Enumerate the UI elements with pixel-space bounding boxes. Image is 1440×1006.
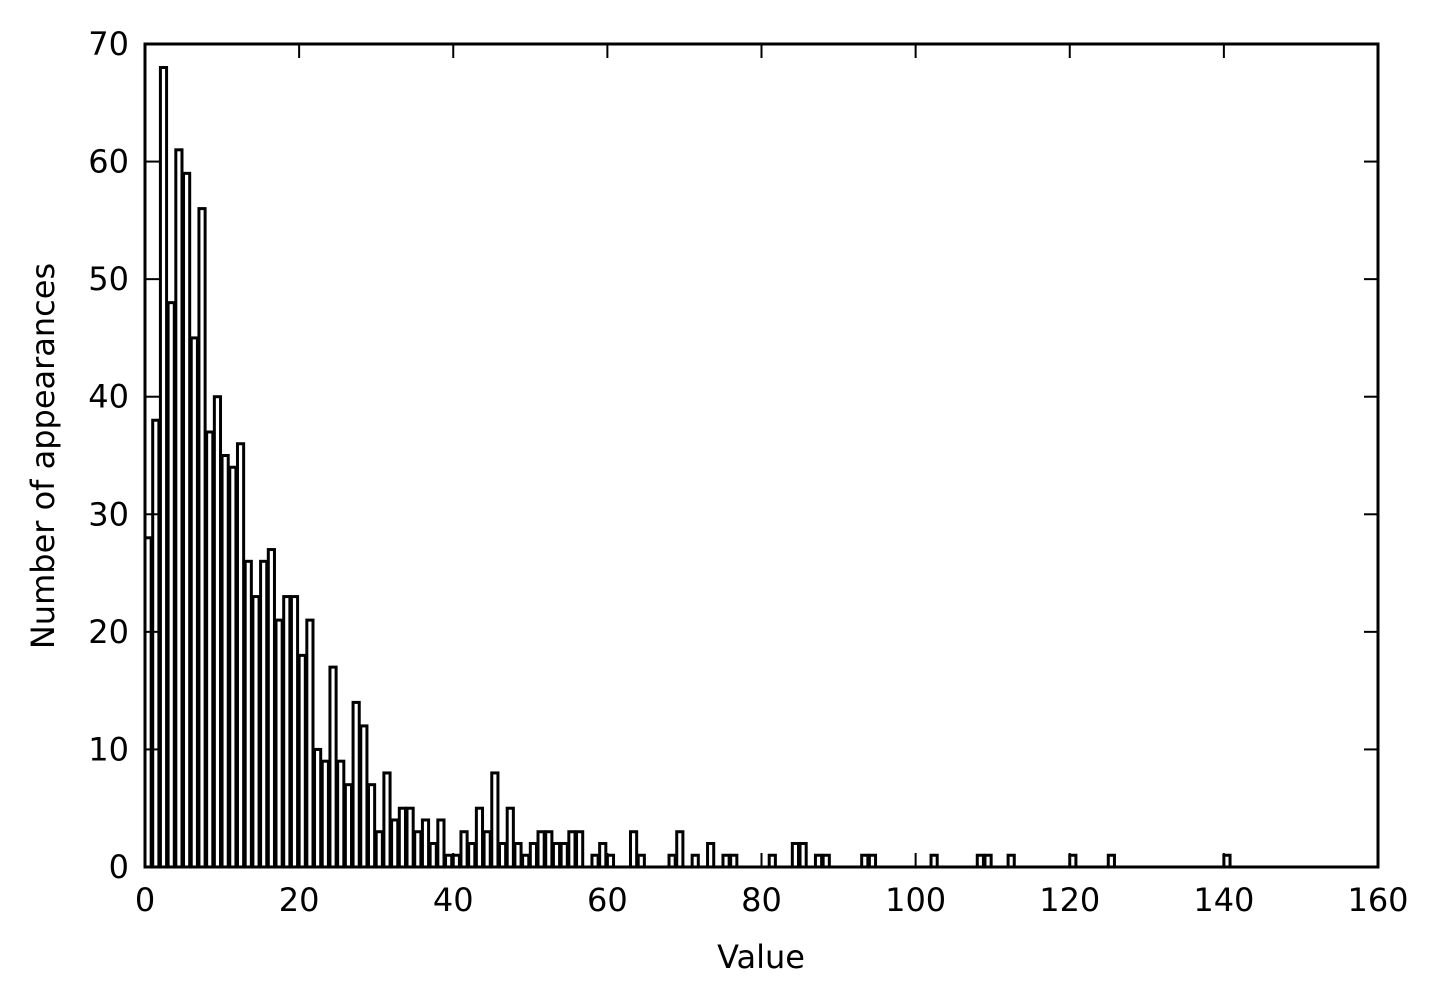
x-tick-label: 60 — [587, 881, 628, 919]
bar — [590, 853, 600, 869]
bar — [274, 618, 284, 869]
bar — [521, 853, 531, 869]
bar — [420, 818, 431, 869]
bar — [182, 171, 192, 869]
bar — [482, 830, 492, 869]
y-tick-label: 10 — [88, 730, 129, 768]
bar — [259, 559, 269, 869]
bar — [382, 771, 392, 869]
bar — [351, 700, 361, 869]
bar — [413, 830, 423, 869]
bar — [397, 806, 407, 869]
bar — [798, 841, 808, 869]
x-tick-label: 40 — [433, 881, 474, 919]
bar — [467, 841, 477, 869]
y-tick-label: 50 — [88, 260, 129, 298]
x-tick-label: 80 — [741, 881, 782, 919]
bar — [536, 830, 546, 869]
bar — [490, 771, 500, 869]
bar — [297, 653, 307, 869]
bar — [174, 148, 184, 869]
bar — [729, 853, 739, 869]
bar — [189, 336, 199, 869]
bar — [305, 618, 315, 869]
x-tick-label: 160 — [1347, 881, 1408, 919]
bar — [544, 830, 554, 869]
bar — [474, 806, 485, 869]
y-tick-label: 30 — [88, 495, 129, 533]
bar — [212, 395, 223, 869]
bar — [1106, 853, 1116, 869]
bar — [374, 830, 384, 869]
bar — [313, 747, 323, 869]
bar — [235, 442, 246, 869]
x-tick-label: 140 — [1193, 881, 1254, 919]
bar — [366, 783, 377, 869]
x-tick-label: 100 — [885, 881, 946, 919]
bar — [243, 559, 253, 869]
bar — [636, 853, 646, 869]
bar — [444, 853, 454, 869]
bar — [513, 841, 523, 869]
bar — [598, 841, 608, 869]
bar — [205, 430, 215, 869]
y-tick-label: 20 — [88, 613, 129, 651]
bar — [266, 548, 276, 869]
y-axis-label: Number of appearances — [24, 263, 62, 649]
bar — [721, 853, 731, 869]
bar — [428, 841, 438, 869]
bar — [767, 853, 777, 869]
bar — [528, 841, 538, 869]
bar — [158, 66, 169, 869]
bar — [860, 853, 870, 869]
x-axis-label: Value — [717, 938, 805, 976]
bar — [320, 759, 330, 869]
bar — [505, 806, 515, 869]
bar — [559, 841, 569, 869]
bar — [813, 853, 824, 869]
bar — [390, 818, 400, 869]
bar — [166, 301, 176, 869]
bar — [551, 841, 562, 869]
bar — [690, 853, 700, 869]
y-tick-label: 40 — [88, 378, 129, 416]
bar — [282, 595, 292, 869]
x-tick-label: 20 — [279, 881, 320, 919]
bar — [790, 841, 800, 869]
bar — [197, 207, 207, 869]
bar — [343, 783, 354, 869]
bar — [983, 853, 993, 869]
x-tick-label: 0 — [135, 881, 155, 919]
bar — [220, 454, 230, 869]
y-tick-label: 60 — [88, 143, 129, 181]
y-tick-label: 70 — [88, 25, 129, 63]
bar — [1006, 853, 1016, 869]
bar — [667, 853, 677, 869]
bar — [867, 853, 878, 869]
bar — [359, 724, 369, 869]
y-tick-label: 0 — [109, 848, 129, 886]
bar — [821, 853, 831, 869]
bar — [628, 830, 639, 869]
bar — [575, 830, 585, 869]
bar — [436, 818, 446, 869]
bar — [459, 830, 469, 869]
bar — [289, 595, 300, 869]
bar — [706, 841, 716, 869]
bar — [567, 830, 577, 869]
bar — [405, 806, 415, 869]
bar — [228, 465, 238, 869]
bar — [975, 853, 985, 869]
x-tick-label: 120 — [1039, 881, 1100, 919]
bar — [336, 759, 346, 869]
bar — [151, 418, 161, 869]
bar — [929, 853, 939, 869]
bar — [497, 841, 508, 869]
bar — [251, 595, 261, 869]
bar — [675, 830, 685, 869]
bar — [328, 665, 338, 869]
